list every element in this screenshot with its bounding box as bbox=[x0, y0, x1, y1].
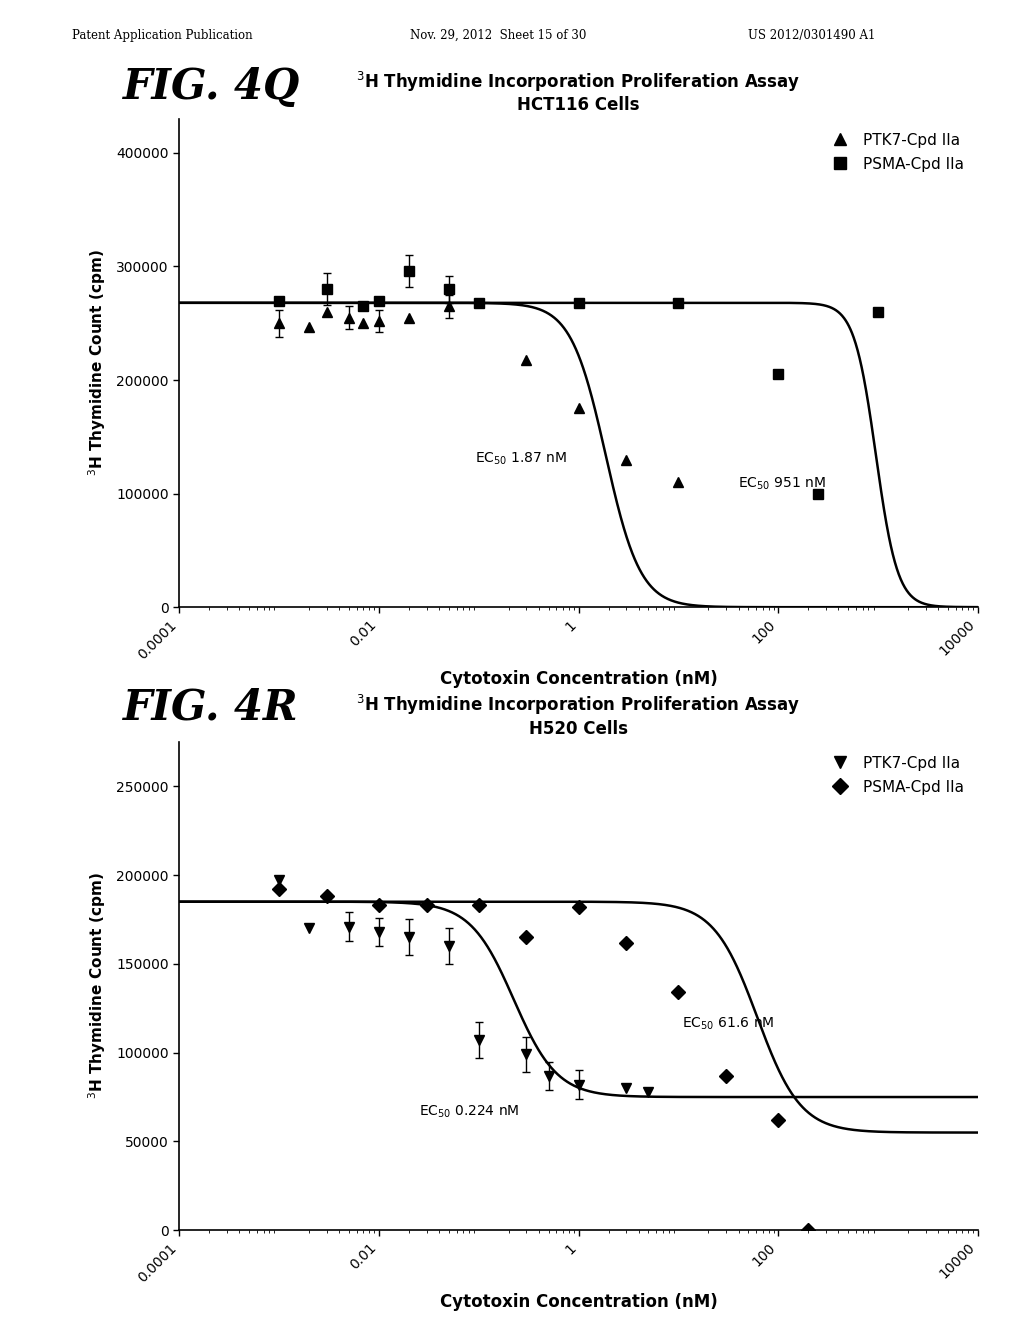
X-axis label: Cytotoxin Concentration (nM): Cytotoxin Concentration (nM) bbox=[439, 1294, 718, 1311]
Text: FIG. 4R: FIG. 4R bbox=[123, 686, 299, 729]
Text: EC$_{50}$ 61.6 nM: EC$_{50}$ 61.6 nM bbox=[682, 1015, 775, 1032]
Legend: PTK7-Cpd IIa, PSMA-Cpd IIa: PTK7-Cpd IIa, PSMA-Cpd IIa bbox=[819, 750, 971, 801]
Legend: PTK7-Cpd IIa, PSMA-Cpd IIa: PTK7-Cpd IIa, PSMA-Cpd IIa bbox=[819, 127, 971, 178]
X-axis label: Cytotoxin Concentration (nM): Cytotoxin Concentration (nM) bbox=[439, 671, 718, 688]
Y-axis label: $^{3}$H Thymidine Count (cpm): $^{3}$H Thymidine Count (cpm) bbox=[86, 873, 108, 1100]
Text: EC$_{50}$ 0.224 nM: EC$_{50}$ 0.224 nM bbox=[419, 1104, 519, 1119]
Title: $^{3}$H Thymidine Incorporation Proliferation Assay
H520 Cells: $^{3}$H Thymidine Incorporation Prolifer… bbox=[356, 693, 801, 738]
Title: $^{3}$H Thymidine Incorporation Proliferation Assay
HCT116 Cells: $^{3}$H Thymidine Incorporation Prolifer… bbox=[356, 70, 801, 115]
Y-axis label: $^{3}$H Thymidine Count (cpm): $^{3}$H Thymidine Count (cpm) bbox=[86, 249, 108, 477]
Text: Patent Application Publication: Patent Application Publication bbox=[72, 29, 252, 42]
Text: EC$_{50}$ 951 nM: EC$_{50}$ 951 nM bbox=[738, 475, 826, 492]
Text: US 2012/0301490 A1: US 2012/0301490 A1 bbox=[748, 29, 874, 42]
Text: Nov. 29, 2012  Sheet 15 of 30: Nov. 29, 2012 Sheet 15 of 30 bbox=[410, 29, 586, 42]
Text: FIG. 4Q: FIG. 4Q bbox=[123, 66, 300, 108]
Text: EC$_{50}$ 1.87 nM: EC$_{50}$ 1.87 nM bbox=[475, 451, 567, 467]
